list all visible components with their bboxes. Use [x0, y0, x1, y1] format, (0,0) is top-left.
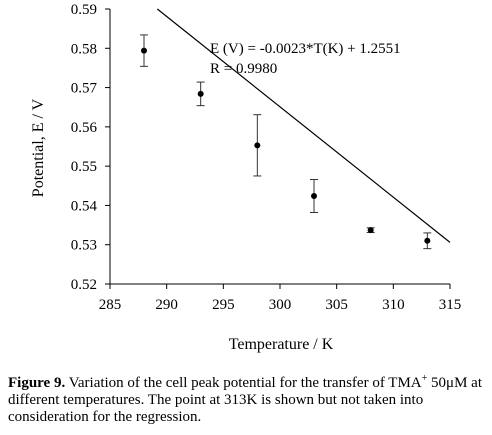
- figure-caption: Figure 9. Variation of the cell peak pot…: [8, 373, 486, 426]
- y-tick-label: 0.59: [71, 2, 97, 18]
- x-tick-label: 315: [439, 297, 462, 313]
- y-tick-label: 0.57: [71, 81, 98, 97]
- caption-label: Figure 9.: [8, 375, 66, 391]
- x-tick-label: 310: [382, 297, 405, 313]
- y-tick-label: 0.53: [71, 238, 97, 254]
- data-point: [367, 227, 374, 234]
- caption-superscript: +: [421, 373, 428, 384]
- x-tick-label: 305: [325, 297, 348, 313]
- caption-text-2: 50μM at different temperatures. The poin…: [8, 375, 482, 425]
- x-tick-label: 295: [212, 297, 235, 313]
- y-tick-label: 0.52: [71, 277, 97, 293]
- correlation-coefficient: R = 0.9980: [210, 61, 277, 77]
- data-point: [311, 193, 317, 199]
- data-point: [254, 142, 261, 149]
- y-tick-label: 0.55: [71, 159, 97, 175]
- x-tick-label: 290: [155, 297, 178, 313]
- x-tick-label: 300: [269, 297, 292, 313]
- y-tick-label: 0.56: [71, 120, 98, 136]
- y-axis-title: Potential, E / V: [30, 98, 47, 197]
- regression-line: [156, 8, 451, 243]
- caption-text-1: Variation of the cell peak potential for…: [65, 375, 422, 391]
- data-point: [424, 237, 431, 244]
- y-tick-label: 0.58: [71, 41, 97, 57]
- data-point: [141, 47, 147, 54]
- x-tick-label: 285: [99, 297, 122, 313]
- y-tick-label: 0.54: [71, 198, 98, 214]
- plot-area: 0.52 0.53 0.54 0.55 0.56 0.57 0.58 0.59 285 290 29…: [71, 2, 462, 313]
- chart: 0.52 0.53 0.54 0.55 0.56 0.57 0.58 0.59 285 290 29…: [30, 2, 462, 353]
- x-axis-title: Temperature / K: [229, 336, 334, 353]
- regression-equation: E (V) = -0.0023*T(K) + 1.2551: [210, 41, 401, 57]
- data-point: [197, 90, 204, 97]
